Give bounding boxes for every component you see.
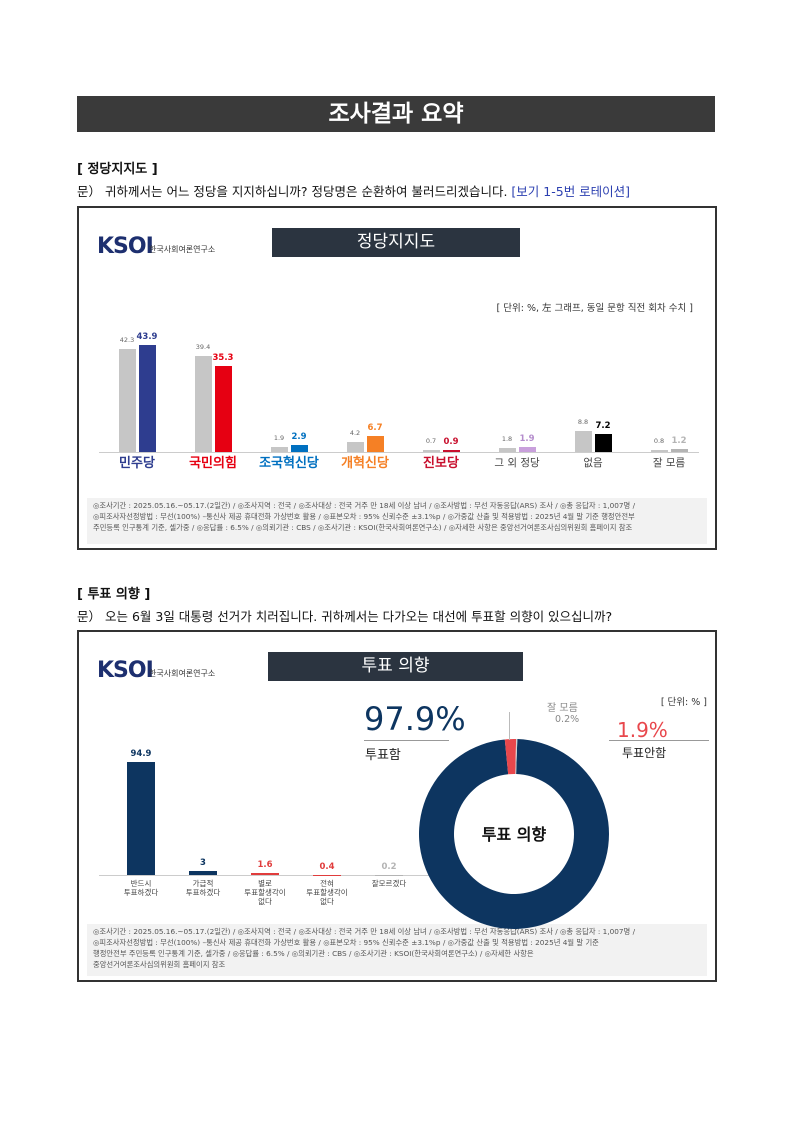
donut-center-label: 투표 의향 bbox=[482, 825, 547, 844]
question: 문） 오는 6월 3일 대통령 선거가 치러집니다. 귀하께서는 다가오는 대선… bbox=[77, 609, 613, 624]
bar bbox=[214, 365, 232, 452]
chart-title: 투표 의향 bbox=[268, 652, 523, 681]
chart-frame: KSOI 한국사회여론연구소 투표 의향[ 단위: % ] ◎조사기간 : 2025.… bbox=[77, 630, 717, 982]
value-label: 0.7 bbox=[425, 437, 437, 446]
value-label: 1.9 bbox=[273, 434, 285, 443]
category-label: 잘 모름 bbox=[652, 457, 686, 469]
value-label: 4.2 bbox=[349, 428, 361, 437]
footnote-line: ◎피조사자선정방법 : 무선(100%) –통신사 제공 휴대전화 가상번호 활… bbox=[93, 512, 635, 521]
logo: KSOI bbox=[97, 234, 154, 259]
bar bbox=[670, 449, 688, 452]
value-label: 1.8 bbox=[501, 434, 513, 443]
value-label: 7.2 bbox=[595, 421, 611, 432]
value-label: 0.2 bbox=[381, 861, 397, 872]
footnote: ◎조사기간 : 2025.05.16.~05.17.(2일간) / ◎조사지역 … bbox=[87, 498, 707, 544]
logo-subtitle: 한국사회여론연구소 bbox=[149, 669, 216, 678]
bar bbox=[270, 447, 288, 452]
donut-slice bbox=[419, 739, 609, 929]
value-label: 1.6 bbox=[257, 860, 273, 871]
baseline bbox=[99, 875, 439, 876]
bar bbox=[138, 344, 156, 452]
header-title: 조사결과 요약 bbox=[77, 96, 715, 132]
donut-slice bbox=[504, 739, 517, 775]
value-label: 0.4 bbox=[319, 861, 335, 872]
logo-subtitle: 한국사회여론연구소 bbox=[149, 245, 216, 254]
category-label: 그 외 정당 bbox=[494, 457, 540, 469]
bar bbox=[574, 430, 592, 452]
bar bbox=[650, 450, 668, 452]
question-text: 문） 귀하께서는 어느 정당을 지지하십니까? 정당명은 순환하여 불러드리겠습… bbox=[77, 184, 508, 199]
bar bbox=[251, 873, 279, 875]
category-label: 개혁신당 bbox=[341, 456, 389, 471]
footnote-line: 행정안전부 주민등록 인구통계 기준, 셀가중 / ◎응답률 : 6.5% / … bbox=[93, 949, 534, 958]
bar bbox=[346, 441, 364, 452]
leader-line bbox=[364, 740, 449, 741]
donut-slice bbox=[515, 739, 518, 775]
slice-value-label: 1.9% bbox=[617, 718, 668, 742]
category-label: 없음 bbox=[583, 457, 603, 469]
value-label: 3 bbox=[200, 858, 206, 869]
bar bbox=[189, 871, 217, 875]
value-label: 8.8 bbox=[577, 417, 589, 426]
leader-line bbox=[509, 712, 510, 740]
footnote-line: 주민등록 인구통계 기준, 셀가중 / ◎응답률 : 6.5% / ◎의뢰기관 … bbox=[93, 523, 633, 532]
bar bbox=[194, 355, 212, 452]
value-label: 35.3 bbox=[212, 352, 234, 363]
section-heading: [ 투표 의향 ] bbox=[77, 587, 151, 602]
unit-note: [ 단위: %, 左 그래프, 동일 문항 직전 회차 수치 ] bbox=[496, 303, 693, 314]
bar bbox=[290, 444, 308, 452]
leader-line bbox=[609, 740, 709, 741]
bar bbox=[366, 435, 384, 452]
value-label: 39.4 bbox=[195, 342, 211, 351]
slice-value-label: 97.9% bbox=[364, 700, 466, 738]
section-heading: [ 정당지지도 ] bbox=[77, 162, 158, 177]
value-label: 1.2 bbox=[671, 436, 687, 447]
category-label: 별로 투표할생각이 없다 bbox=[244, 879, 286, 906]
bar bbox=[422, 450, 440, 452]
category-label: 국민의힘 bbox=[189, 456, 237, 471]
donut: 투표 의향 bbox=[419, 739, 609, 929]
value-label: 1.9 bbox=[519, 434, 535, 445]
bar bbox=[442, 449, 460, 452]
baseline bbox=[99, 452, 699, 453]
bar bbox=[594, 434, 612, 452]
footnote-line: ◎조사기간 : 2025.05.16.~05.17.(2일간) / ◎조사지역 … bbox=[93, 501, 636, 510]
footnote: ◎조사기간 : 2025.05.16.~05.17.(2일간) / ◎조사지역 … bbox=[87, 924, 707, 976]
value-label: 43.9 bbox=[136, 331, 158, 342]
chart-title: 정당지지도 bbox=[272, 228, 520, 257]
value-label: 6.7 bbox=[367, 422, 383, 433]
category-label: 잘모르겠다 bbox=[371, 879, 407, 888]
value-label: 0.9 bbox=[443, 436, 459, 447]
slice-value-label: 0.2% bbox=[555, 714, 580, 725]
category-label: 가급적 투표하겠다 bbox=[185, 879, 221, 897]
category-label: 진보당 bbox=[423, 456, 459, 471]
slice-label: 잘 모름 bbox=[547, 703, 578, 714]
bar bbox=[498, 447, 516, 452]
logo: KSOI bbox=[97, 658, 154, 683]
unit-note: [ 단위: % ] bbox=[660, 697, 707, 708]
bar bbox=[127, 762, 155, 875]
bar bbox=[518, 447, 536, 452]
bar bbox=[118, 348, 136, 452]
chart-frame: KSOI 한국사회여론연구소 정당지지도 [ 단위: %, 左 그래프, 동일 문항 … bbox=[77, 206, 717, 550]
footnote-line: ◎조사기간 : 2025.05.16.~05.17.(2일간) / ◎조사지역 … bbox=[93, 927, 636, 936]
category-label: 조국혁신당 bbox=[259, 456, 319, 471]
value-label: 42.3 bbox=[119, 335, 135, 344]
category-label: 반드시 투표하겠다 bbox=[123, 879, 159, 897]
value-label: 2.9 bbox=[291, 431, 307, 442]
slice-label: 투표안함 bbox=[622, 746, 667, 760]
value-label: 94.9 bbox=[130, 749, 152, 760]
category-label: 민주당 bbox=[119, 456, 155, 471]
slice-label: 투표함 bbox=[365, 748, 401, 763]
value-label: 0.8 bbox=[653, 437, 665, 446]
question: 문） 귀하께서는 어느 정당을 지지하십니까? 정당명은 순환하여 불러드리겠습… bbox=[77, 181, 630, 200]
footnote-line: ◎피조사자선정방법 : 무선(100%) –통신사 제공 휴대전화 가상번호 활… bbox=[93, 938, 599, 947]
category-label: 전혀 투표할생각이 없다 bbox=[306, 879, 348, 906]
question-note: [보기 1-5번 로테이션] bbox=[511, 184, 631, 199]
footnote-line: 중앙선거여론조사심의위원회 홈페이지 참조 bbox=[93, 960, 226, 969]
